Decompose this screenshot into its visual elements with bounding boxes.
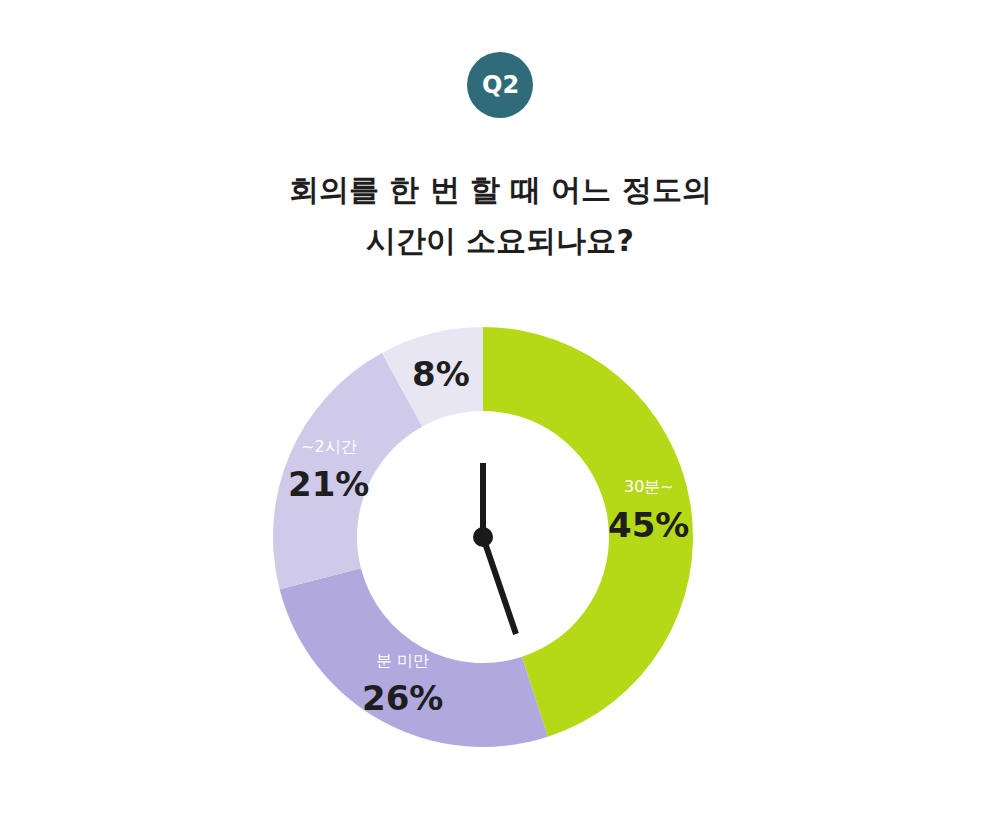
svg-text:45%: 45% bbox=[608, 505, 689, 545]
svg-text:26%: 26% bbox=[362, 678, 443, 718]
svg-text:Q2: Q2 bbox=[482, 71, 519, 99]
svg-text:30분~: 30분~ bbox=[624, 477, 674, 496]
svg-text:21%: 21% bbox=[288, 464, 369, 504]
svg-text:분 미만: 분 미만 bbox=[376, 651, 429, 670]
svg-text:~2시간: ~2시간 bbox=[301, 437, 357, 456]
svg-text:시간이 소요되나요?: 시간이 소요되나요? bbox=[366, 223, 634, 258]
svg-text:회의를 한 번 할 때 어느 정도의: 회의를 한 번 할 때 어느 정도의 bbox=[289, 172, 712, 207]
svg-text:8%: 8% bbox=[412, 354, 470, 394]
